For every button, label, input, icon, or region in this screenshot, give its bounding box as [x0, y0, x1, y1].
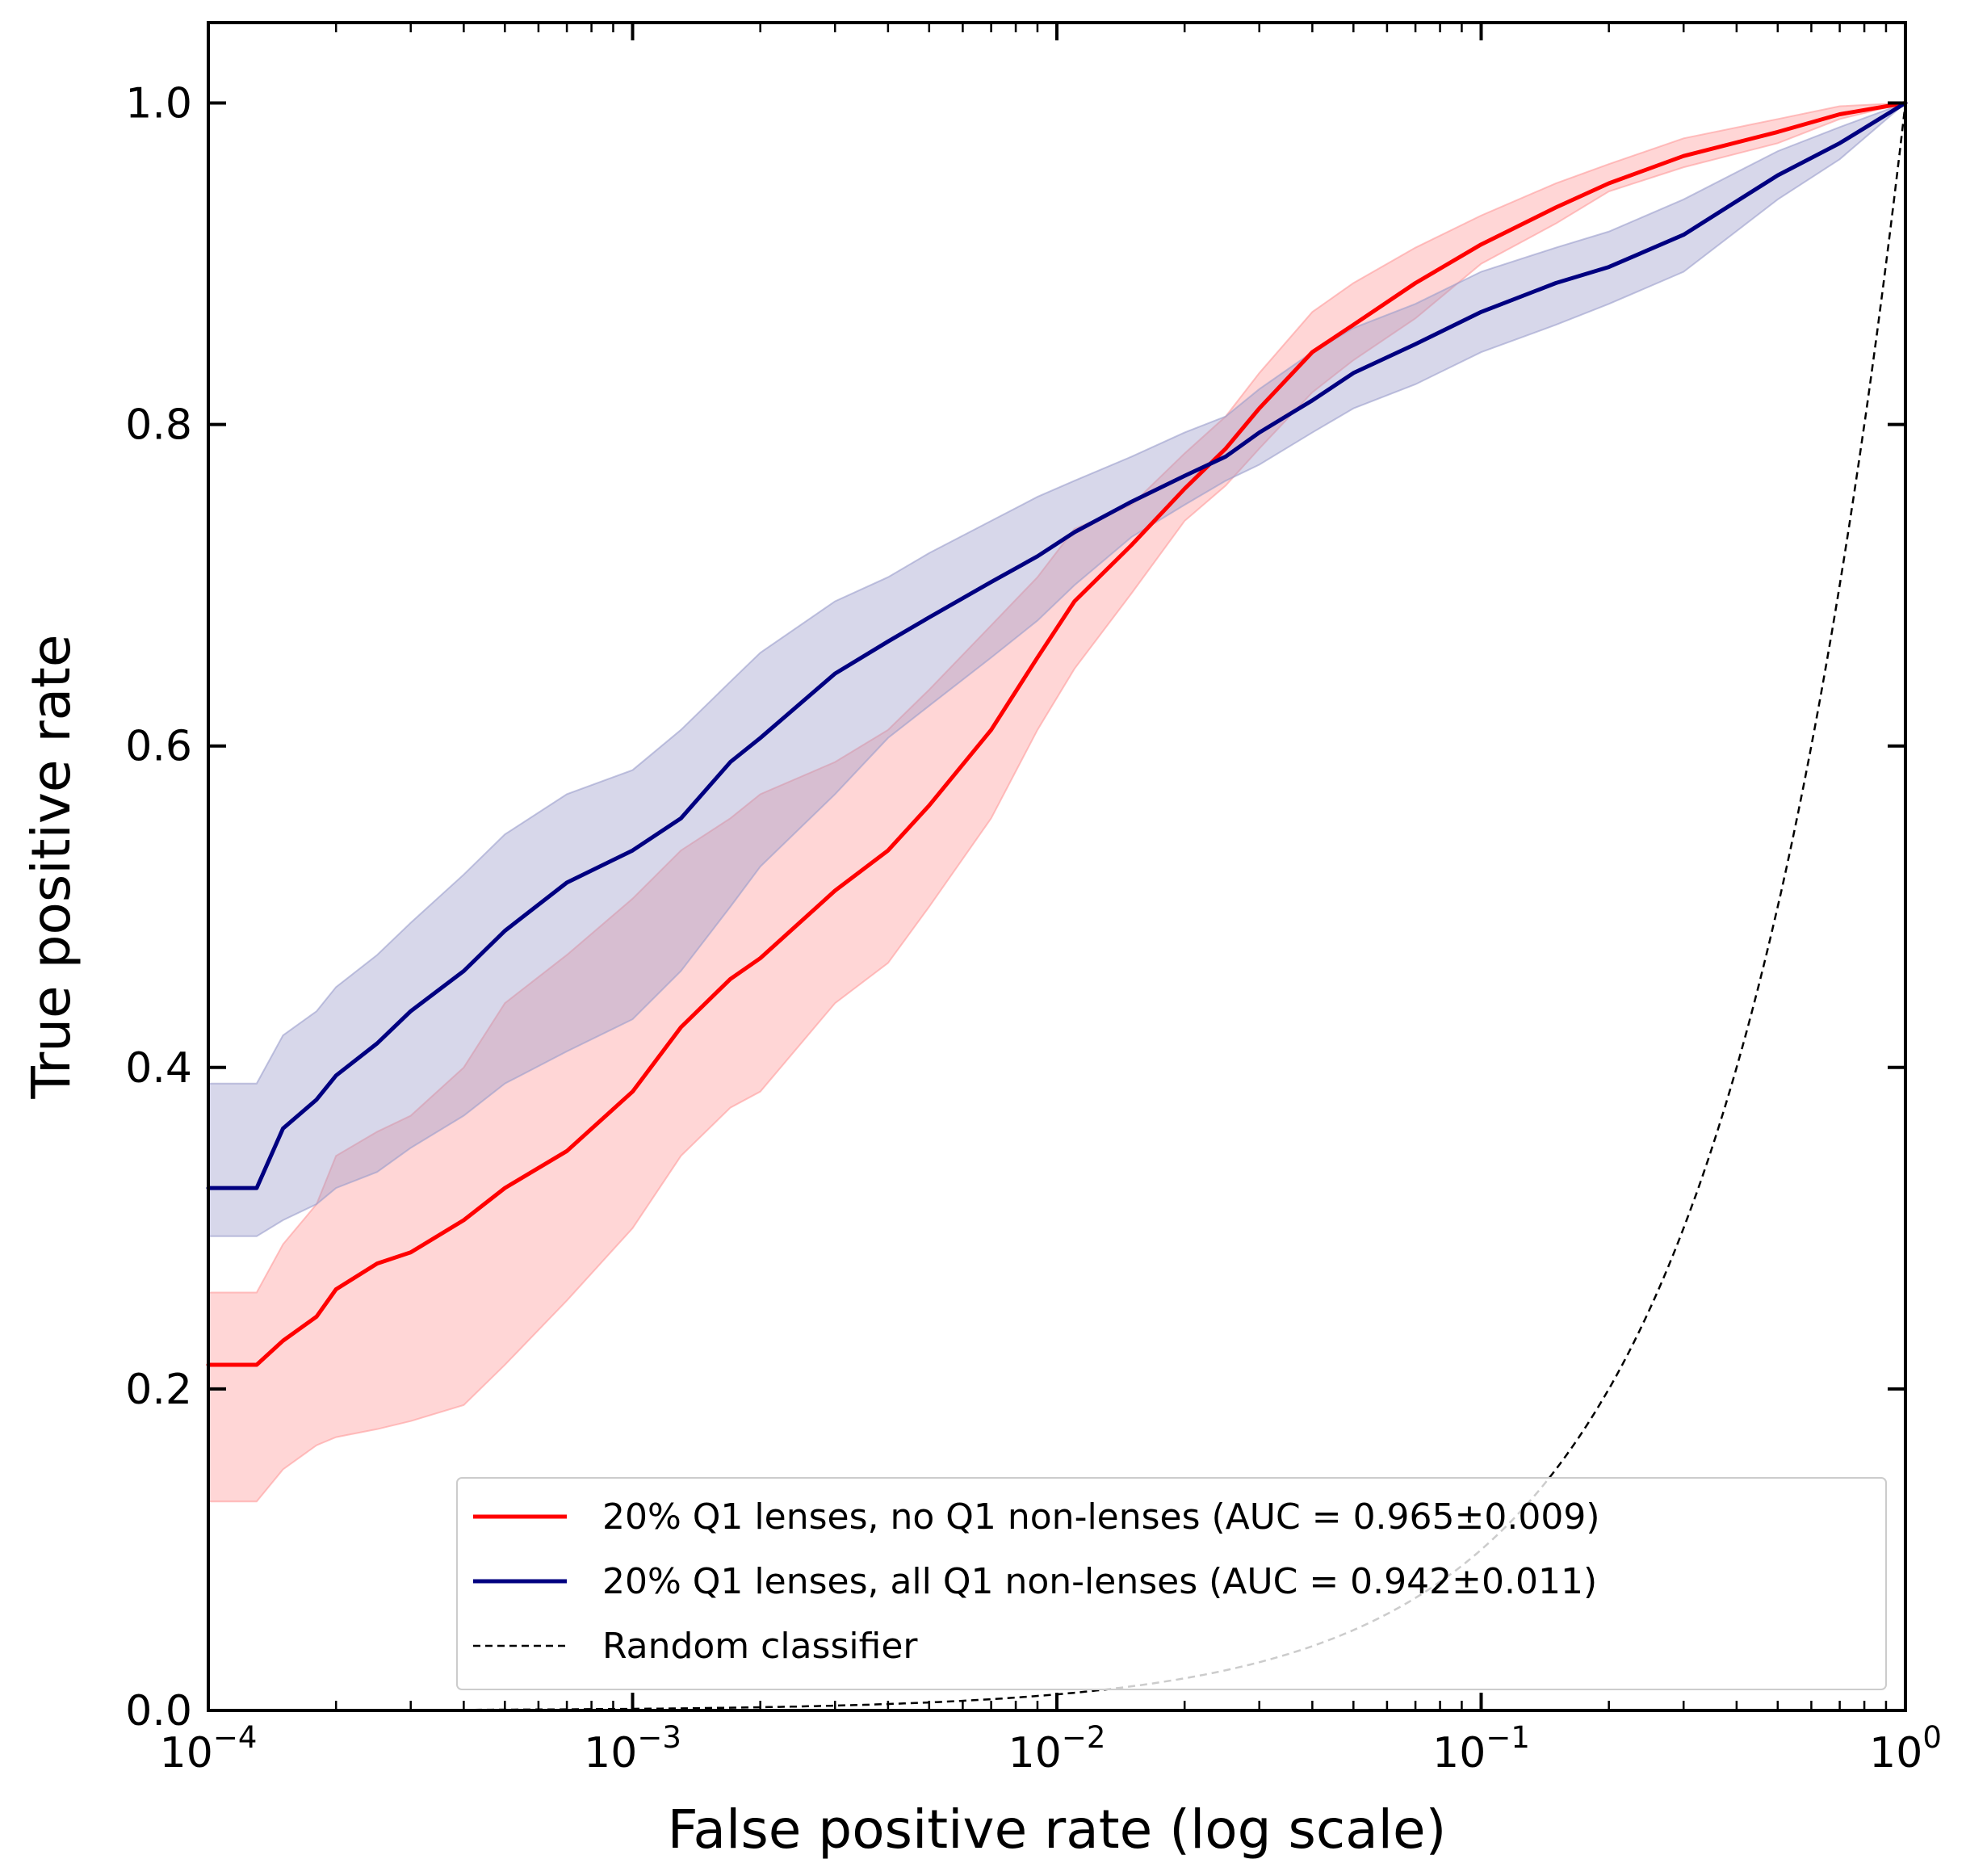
band-no-nonlenses: [207, 102, 1906, 1503]
roc-lines: [206, 101, 1908, 1367]
legend-label-no-nonlenses: 20% Q1 lenses, no Q1 non-lenses (AUC = 0…: [602, 1496, 1600, 1538]
y-axis-title: True positive rate: [20, 634, 82, 1099]
legend-box: [456, 1477, 1887, 1690]
y-tick-label: 0.6: [125, 723, 192, 771]
tick-labels: 10−4 10−3 10−2 10−1 100 0.0 0.2 0.4 0.6 0.8 1.0: [125, 80, 1942, 1777]
legend: 20% Q1 lenses, no Q1 non-lenses (AUC = 0…: [456, 1477, 1887, 1690]
x-tick-label: 10−4: [160, 1720, 258, 1777]
y-tick-label: 0.0: [125, 1687, 192, 1735]
x-tick-label: 10−2: [1008, 1720, 1106, 1777]
band-all-nonlenses: [207, 102, 1906, 1237]
line-all-nonlenses: [206, 101, 1908, 1190]
x-axis-title: False positive rate (log scale): [668, 1798, 1447, 1861]
y-tick-label: 1.0: [125, 80, 192, 128]
legend-label-all-nonlenses: 20% Q1 lenses, all Q1 non-lenses (AUC = …: [602, 1561, 1597, 1602]
x-tick-label: 100: [1869, 1720, 1942, 1777]
y-tick-label: 0.4: [125, 1044, 192, 1093]
confidence-bands: [207, 102, 1906, 1503]
y-tick-label: 0.8: [125, 401, 192, 450]
plot-frame: [207, 21, 1907, 1712]
x-tick-label: 10−1: [1432, 1720, 1530, 1777]
y-tick-label: 0.2: [125, 1366, 192, 1414]
line-no-nonlenses: [206, 101, 1908, 1367]
x-tick-label: 10−3: [584, 1720, 681, 1777]
legend-label-random: Random classifier: [602, 1626, 918, 1667]
